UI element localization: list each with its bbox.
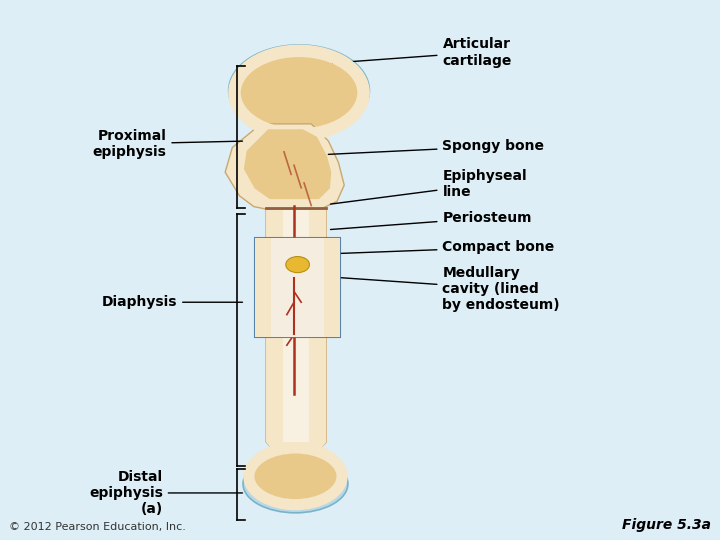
Ellipse shape [229,45,369,136]
Text: Distal
epiphysis
(a): Distal epiphysis (a) [89,470,243,516]
Polygon shape [309,210,326,451]
Text: Figure 5.3a: Figure 5.3a [622,518,711,532]
Polygon shape [266,210,326,454]
Text: Diaphysis: Diaphysis [102,295,243,309]
Text: Compact bone: Compact bone [330,240,554,254]
Text: Articular
cartilage: Articular cartilage [333,37,512,68]
Text: Proximal
epiphysis: Proximal epiphysis [92,129,243,159]
Polygon shape [324,238,340,337]
Ellipse shape [286,256,310,273]
FancyBboxPatch shape [256,238,340,337]
Text: Spongy bone: Spongy bone [328,139,544,154]
Text: Epiphyseal
line: Epiphyseal line [330,169,527,204]
Ellipse shape [235,51,364,134]
Text: Medullary
cavity (lined
by endosteum): Medullary cavity (lined by endosteum) [325,266,560,312]
Polygon shape [244,129,331,199]
Ellipse shape [249,448,342,505]
Polygon shape [225,124,344,210]
Polygon shape [271,238,324,337]
Polygon shape [283,210,309,442]
Text: © 2012 Pearson Education, Inc.: © 2012 Pearson Education, Inc. [9,522,186,532]
Text: Periosteum: Periosteum [330,211,532,230]
Polygon shape [266,210,283,451]
Polygon shape [256,238,271,337]
Ellipse shape [243,455,348,513]
